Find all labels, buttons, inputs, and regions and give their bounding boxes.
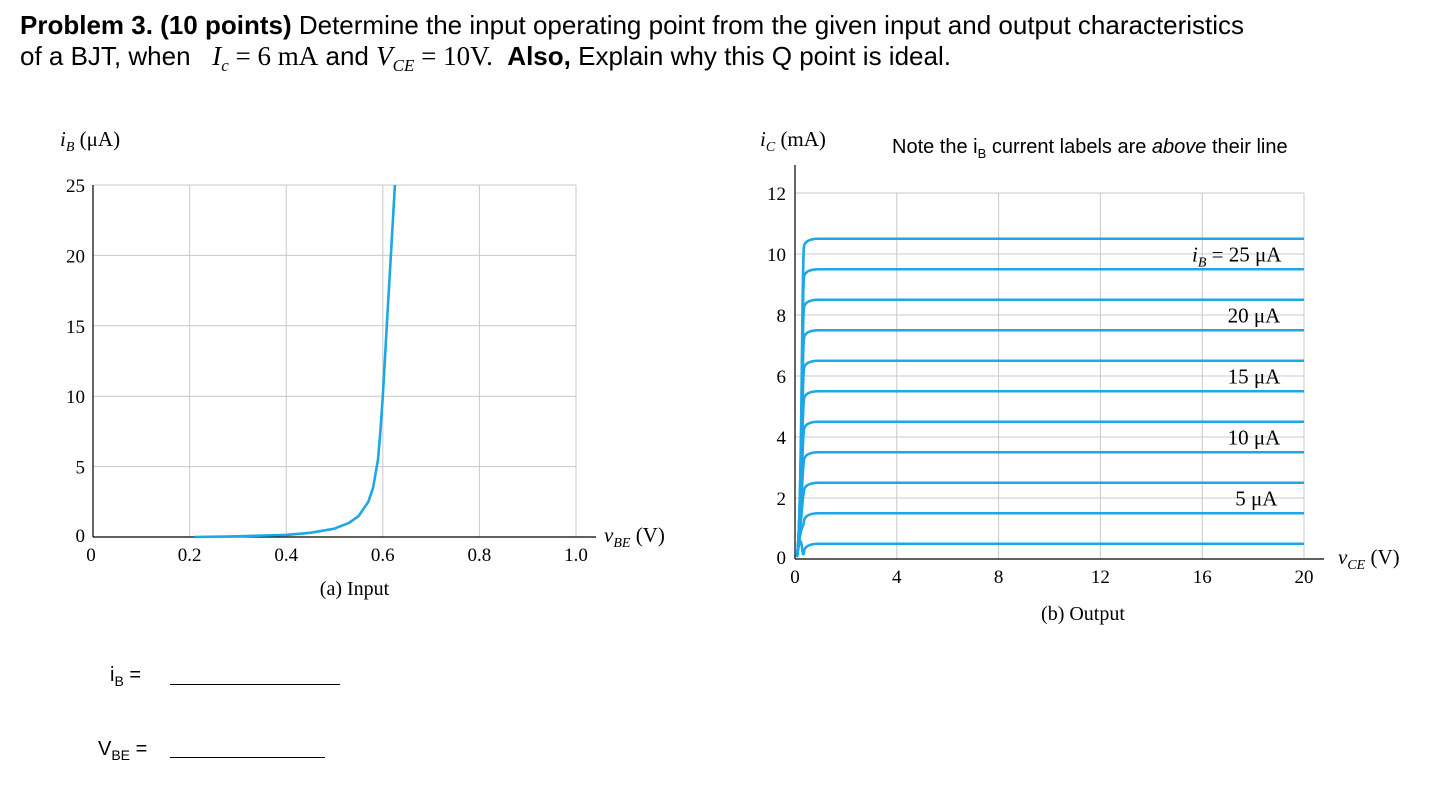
input-x-axis-label: vBE (V) (604, 523, 665, 551)
note-emph: above (1151, 136, 1207, 158)
output-curve-3 (795, 450, 1304, 558)
input-x-tick-label: 0.8 (468, 545, 492, 566)
input-y-tick-label: 25 (66, 176, 85, 197)
vce-expression: VCE = 10V. (376, 41, 493, 75)
input-x-tick-label: 0 (86, 545, 96, 566)
ib-eq: = (123, 664, 142, 686)
input-y-tick-label: 0 (76, 526, 86, 547)
output-annotation-1: 20 μA (1228, 304, 1282, 328)
input-curve-0 (194, 184, 397, 539)
note-middle: current labels are (986, 136, 1152, 158)
input-x-tick-label: 0.6 (371, 545, 395, 566)
input-x-tick-label: 1.0 (564, 545, 588, 566)
vbe-label: V (98, 738, 112, 760)
output-annotation-4: 5 μA (1235, 487, 1278, 511)
input-y-tick-label: 15 (66, 317, 85, 338)
vbe-eq: = (130, 738, 148, 760)
output-x-tick-label: 16 (1193, 567, 1212, 588)
and-text: and (325, 41, 369, 71)
output-y-tick-label: 12 (767, 184, 786, 205)
vce-value: = 10V. (421, 41, 493, 71)
vbe-answer-label: VBE = (98, 738, 147, 763)
output-curve-5 (795, 389, 1304, 558)
output-y-tick-label: 4 (777, 428, 787, 449)
output-curve-1 (795, 511, 1304, 558)
note-prefix: Note the i (892, 136, 978, 158)
vbe-answer-blank[interactable] (170, 757, 325, 758)
ic-expression: Ic = 6 mA (212, 41, 319, 75)
input-y-tick-label: 20 (66, 246, 85, 267)
output-y-tick-label: 10 (767, 245, 786, 266)
note-sub: B (977, 146, 987, 161)
input-caption: (a) Input (320, 578, 390, 600)
problem-text-2a: of a BJT, when (20, 41, 191, 71)
problem-line-2: of a BJT, when Ic = 6 mA and VCE = 10V. … (20, 41, 1430, 81)
output-y-tick-label: 6 (777, 367, 787, 388)
ic-symbol: I (212, 41, 222, 71)
problem-text-1: Determine the input operating point from… (298, 10, 1245, 40)
problem-label: Problem 3. (10 points) (20, 10, 292, 40)
vce-symbol: V (376, 41, 393, 71)
output-caption: (b) Output (1041, 603, 1125, 625)
problem-text-2b: Explain why this Q point is ideal. (578, 41, 951, 71)
output-x-tick-label: 0 (790, 567, 800, 588)
output-annotation-2: 15 μA (1228, 365, 1282, 389)
output-annotation-3: 10 μA (1228, 426, 1282, 450)
vbe-sub: BE (111, 747, 131, 763)
output-annotation-0: iB = 25 μA (1192, 243, 1282, 271)
input-y-tick-label: 10 (66, 387, 85, 408)
ib-sub: B (114, 673, 124, 689)
output-curve-2 (795, 481, 1304, 558)
output-x-tick-label: 4 (892, 567, 902, 588)
output-curve-0 (795, 539, 1304, 558)
note-suffix: their line (1206, 136, 1288, 158)
also-label: Also, (507, 41, 571, 71)
ic-value: = 6 mA (235, 41, 319, 71)
output-y-tick-label: 2 (777, 489, 787, 510)
output-x-tick-label: 20 (1295, 567, 1314, 588)
ic-sub: c (221, 56, 229, 75)
input-y-axis-label: iB (μA) (60, 127, 120, 155)
output-x-tick-label: 8 (994, 567, 1004, 588)
ib-answer-blank[interactable] (170, 684, 340, 685)
input-x-tick-label: 0.2 (178, 545, 202, 566)
input-y-tick-label: 5 (76, 458, 86, 479)
problem-line-1: Problem 3. (10 points) Determine the inp… (20, 10, 1430, 41)
output-y-tick-label: 0 (777, 548, 787, 569)
output-x-tick-label: 12 (1091, 567, 1110, 588)
vce-sub: CE (392, 56, 415, 75)
output-x-axis-label: vCE (V) (1338, 545, 1400, 573)
ib-label: i (110, 664, 115, 686)
problem-statement: Problem 3. (10 points) Determine the inp… (20, 10, 1430, 81)
note-text: Note the iB current labels are above the… (892, 136, 1288, 161)
input-x-tick-label: 0.4 (274, 545, 298, 566)
ib-answer-label: iB = (110, 664, 141, 689)
output-curve-10 (795, 237, 1304, 558)
output-y-tick-label: 8 (777, 306, 787, 327)
output-y-axis-label: iC (mA) (760, 127, 826, 155)
